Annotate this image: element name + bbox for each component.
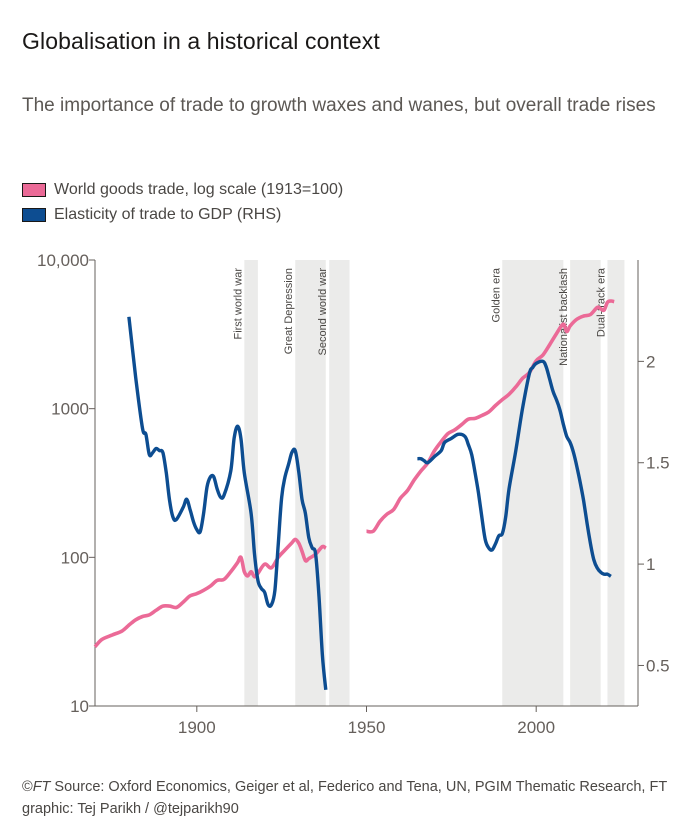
y-right-tick-label-0: 0.5 bbox=[646, 656, 670, 675]
x-tick-label-0: 1900 bbox=[178, 718, 216, 737]
period-label-4: Nationalist backlash bbox=[558, 268, 570, 366]
footer-ft: FT bbox=[32, 779, 51, 795]
period-band-0 bbox=[244, 260, 258, 706]
y-right-tick-label-1: 1 bbox=[646, 555, 655, 574]
legend-label-trade: World goods trade, log scale (1913=100) bbox=[54, 180, 344, 198]
y-right-tick-label-2: 1.5 bbox=[646, 454, 670, 473]
y-left-tick-label-0: 10 bbox=[70, 697, 89, 716]
chart-area: First world war Great Depression Second wo… bbox=[37, 251, 670, 737]
period-band-5 bbox=[607, 260, 625, 706]
legend-swatch-trade bbox=[22, 182, 46, 197]
legend-swatch-elasticity bbox=[22, 207, 46, 222]
period-band-3 bbox=[502, 260, 564, 706]
period-band-4 bbox=[570, 260, 601, 706]
legend-item-trade: World goods trade, log scale (1913=100) bbox=[22, 177, 343, 202]
y-left-tick-label-2: 1000 bbox=[51, 400, 89, 419]
chart-subtitle: The importance of trade to growth waxes … bbox=[22, 95, 656, 116]
y-left-tick-label-3: 10,000 bbox=[37, 251, 89, 270]
period-label-3: Golden era bbox=[490, 267, 502, 322]
x-tick-label-1: 1950 bbox=[348, 718, 386, 737]
elasticity-line-segment-1 bbox=[417, 359, 612, 578]
period-shading bbox=[244, 260, 625, 706]
period-labels: First world war Great Depression Second wo… bbox=[232, 267, 607, 366]
trade-line-segment-0 bbox=[93, 537, 327, 649]
y-right-tick-label-3: 2 bbox=[646, 352, 655, 371]
footer: ©FT Source: Oxford Economics, Geiger et … bbox=[22, 776, 682, 820]
legend-label-elasticity: Elasticity of trade to GDP (RHS) bbox=[54, 205, 282, 223]
period-label-5: Dual-track era bbox=[595, 267, 607, 337]
period-label-1: Great Depression bbox=[283, 268, 295, 354]
x-tick-label-2: 2000 bbox=[517, 718, 555, 737]
period-band-2 bbox=[329, 260, 350, 706]
chart-title: Globalisation in a historical context bbox=[22, 28, 380, 54]
legend: World goods trade, log scale (1913=100) … bbox=[22, 177, 343, 227]
footer-copyright: © bbox=[22, 779, 33, 795]
period-label-0: First world war bbox=[232, 268, 244, 340]
period-label-2: Second world war bbox=[317, 268, 329, 356]
y-left-tick-label-1: 100 bbox=[61, 548, 89, 567]
series-lines bbox=[93, 299, 615, 690]
legend-item-elasticity: Elasticity of trade to GDP (RHS) bbox=[22, 202, 343, 227]
axes: 10 100 1000 10,000 0.5 1 1.5 2 1900 1950 2000 bbox=[37, 251, 670, 737]
trade-line-segment-1 bbox=[366, 299, 615, 534]
footer-source: Source: Oxford Economics, Geiger et al, … bbox=[22, 779, 667, 817]
elasticity-line-segment-0 bbox=[127, 316, 328, 690]
